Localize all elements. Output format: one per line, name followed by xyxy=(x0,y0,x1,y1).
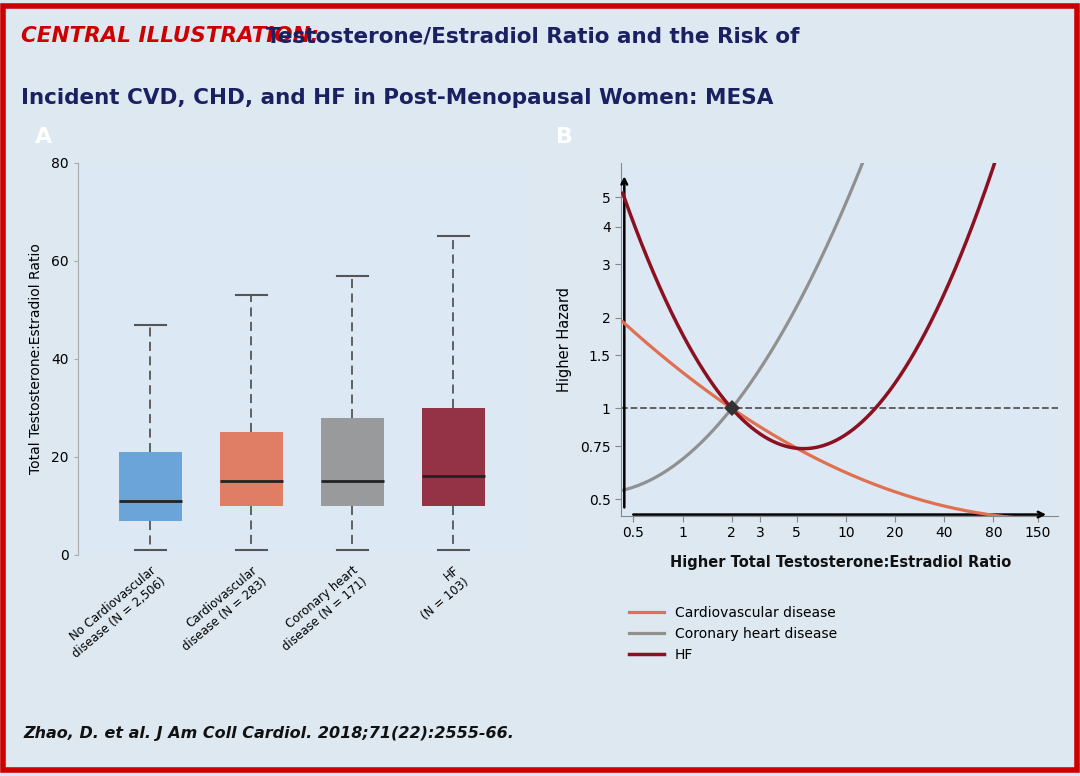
Y-axis label: Higher Hazard: Higher Hazard xyxy=(556,287,571,392)
Text: Higher Total Testosterone:Estradiol Ratio: Higher Total Testosterone:Estradiol Rati… xyxy=(670,555,1011,570)
Legend: Cardiovascular disease, Coronary heart disease, HF: Cardiovascular disease, Coronary heart d… xyxy=(623,601,842,667)
Text: Testosterone/Estradiol Ratio and the Risk of: Testosterone/Estradiol Ratio and the Ris… xyxy=(266,26,799,46)
Text: CENTRAL ILLUSTRATION:: CENTRAL ILLUSTRATION: xyxy=(22,26,320,46)
PathPatch shape xyxy=(321,417,383,506)
Text: Zhao, D. et al. J Am Coll Cardiol. 2018;71(22):2555-66.: Zhao, D. et al. J Am Coll Cardiol. 2018;… xyxy=(24,726,515,741)
PathPatch shape xyxy=(422,408,485,506)
Text: Incident CVD, CHD, and HF in Post-Menopausal Women: MESA: Incident CVD, CHD, and HF in Post-Menopa… xyxy=(22,88,773,108)
Text: B: B xyxy=(556,127,573,147)
Text: A: A xyxy=(36,127,53,147)
PathPatch shape xyxy=(220,432,283,506)
PathPatch shape xyxy=(119,452,181,521)
Y-axis label: Total Testosterone:Estradiol Ratio: Total Testosterone:Estradiol Ratio xyxy=(29,244,43,474)
